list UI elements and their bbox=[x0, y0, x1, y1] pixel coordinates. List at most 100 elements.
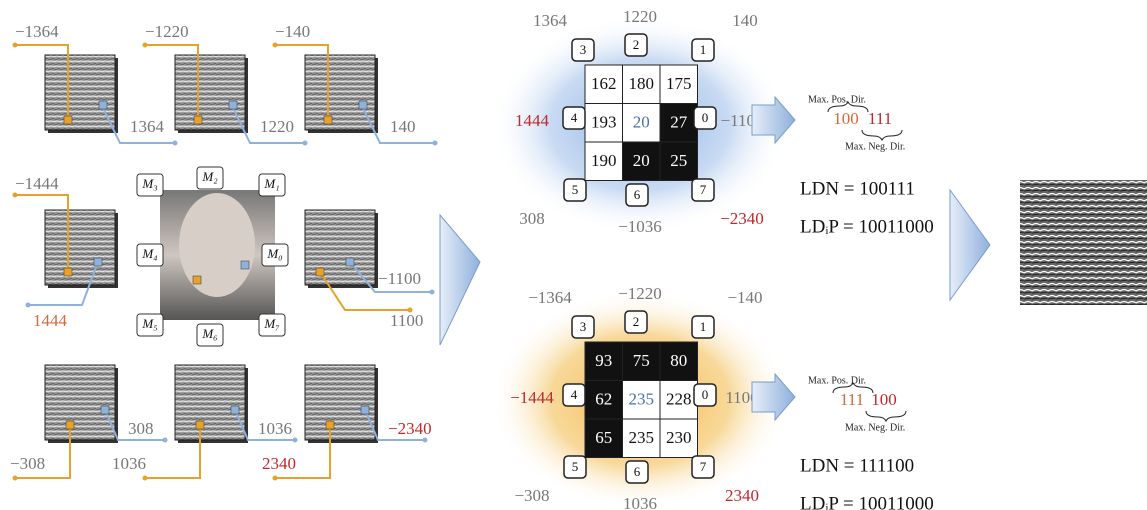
neg-label: −1444 bbox=[15, 174, 59, 193]
mask-box bbox=[136, 313, 164, 337]
blue-marker bbox=[93, 257, 103, 267]
dir-index: 3 bbox=[580, 42, 587, 57]
dir-arrow bbox=[624, 310, 648, 334]
face-thumbnail bbox=[44, 209, 116, 286]
corner-value: −2340 bbox=[720, 209, 764, 228]
mask-label: M₆ bbox=[201, 326, 217, 341]
dir-arrow bbox=[562, 106, 586, 130]
orange-line bbox=[15, 194, 69, 272]
blue-marker bbox=[240, 260, 250, 270]
blue-dot bbox=[432, 140, 438, 146]
blue-marker bbox=[100, 405, 110, 415]
pos-label: 1364 bbox=[130, 117, 165, 136]
grid-cell bbox=[622, 418, 661, 458]
brace bbox=[832, 381, 874, 394]
cell-value: 228 bbox=[666, 389, 692, 408]
blue-dot bbox=[25, 302, 31, 308]
blue-line bbox=[364, 409, 425, 441]
grid-cell bbox=[659, 141, 698, 181]
blue-dot bbox=[292, 437, 298, 443]
dir-arrow bbox=[563, 455, 587, 479]
mask-box bbox=[136, 173, 164, 197]
big-arrow bbox=[949, 188, 991, 302]
neg-label: −140 bbox=[275, 22, 310, 41]
dir-arrow bbox=[625, 460, 649, 484]
face-thumbnail bbox=[304, 364, 376, 441]
cell-value: 80 bbox=[670, 351, 687, 370]
corner-value: −308 bbox=[514, 486, 549, 505]
blue-dot bbox=[302, 140, 308, 146]
orange-marker bbox=[315, 267, 325, 277]
dir-index: 1 bbox=[700, 319, 707, 334]
dir-index: 0 bbox=[702, 110, 709, 125]
mask-label: M₇ bbox=[263, 316, 280, 331]
neg-bits: 100 bbox=[871, 390, 897, 409]
ldn-code: LDN = 111100 bbox=[800, 455, 914, 476]
blue-marker bbox=[98, 100, 108, 110]
orange-marker bbox=[323, 115, 333, 125]
corner-value: −1364 bbox=[528, 288, 572, 307]
corner-value: 1364 bbox=[533, 11, 568, 30]
grid-cell bbox=[659, 341, 698, 381]
pos-label: −2340 bbox=[388, 419, 432, 438]
mask-label: M₅ bbox=[141, 316, 157, 331]
blue-dot bbox=[172, 140, 178, 146]
grid-cell bbox=[622, 103, 661, 143]
neg-dir-label: Max. Neg. Dir. bbox=[845, 141, 905, 152]
corner-value: 1444 bbox=[515, 111, 550, 130]
corner-value: 2340 bbox=[725, 486, 759, 505]
orange-dot bbox=[142, 42, 148, 48]
orange-marker bbox=[325, 420, 335, 430]
neg-label: −1364 bbox=[15, 22, 59, 41]
cell-value: 230 bbox=[666, 428, 692, 447]
dir-arrow bbox=[571, 38, 595, 62]
mask-box bbox=[258, 313, 286, 337]
cell-value: 235 bbox=[629, 428, 655, 447]
face-thumbnail bbox=[174, 54, 246, 131]
pos-label: −1100 bbox=[378, 269, 421, 288]
face-thumbnail bbox=[174, 364, 246, 441]
pos-label: 140 bbox=[390, 117, 416, 136]
orange-dot bbox=[142, 475, 148, 481]
orange-line bbox=[319, 271, 410, 311]
mask-box bbox=[136, 243, 164, 267]
big-arrow bbox=[439, 213, 481, 346]
grid-cell bbox=[659, 380, 698, 420]
dir-index: 1 bbox=[700, 42, 707, 57]
neg-label: −1220 bbox=[145, 22, 189, 41]
small-arrow bbox=[751, 372, 796, 422]
blue-line bbox=[349, 261, 432, 293]
neg-label: 2340 bbox=[262, 454, 296, 473]
face-thumbnail bbox=[44, 364, 116, 441]
blue-line bbox=[104, 409, 165, 441]
orange-line bbox=[275, 425, 331, 479]
cell-value: 235 bbox=[629, 389, 655, 408]
mask-box bbox=[261, 243, 289, 267]
corner-value: −140 bbox=[727, 288, 762, 307]
orange-line bbox=[145, 425, 201, 479]
corner-value: −1036 bbox=[618, 217, 662, 236]
cell-value: 65 bbox=[595, 428, 612, 447]
orange-dot bbox=[407, 307, 413, 313]
brace bbox=[861, 129, 903, 142]
blue-line bbox=[232, 107, 305, 144]
mask-box bbox=[196, 323, 224, 347]
cell-value: 27 bbox=[670, 112, 688, 131]
grid-cell bbox=[622, 141, 661, 181]
cell-value: 25 bbox=[670, 151, 687, 170]
grid-cell bbox=[659, 418, 698, 458]
dir-arrow bbox=[562, 383, 586, 407]
mask-box bbox=[196, 166, 224, 190]
cell-value: 62 bbox=[595, 389, 612, 408]
dir-arrow bbox=[624, 33, 648, 57]
corner-value: 308 bbox=[519, 209, 545, 228]
corner-value: 1220 bbox=[623, 7, 657, 26]
blue-marker bbox=[228, 100, 238, 110]
pos-bits: 111 bbox=[840, 390, 864, 409]
neg-label: 1036 bbox=[112, 454, 146, 473]
grid-cell bbox=[584, 418, 623, 458]
dir-index: 6 bbox=[634, 464, 641, 479]
orange-marker bbox=[192, 275, 202, 285]
dir-arrow bbox=[571, 315, 595, 339]
